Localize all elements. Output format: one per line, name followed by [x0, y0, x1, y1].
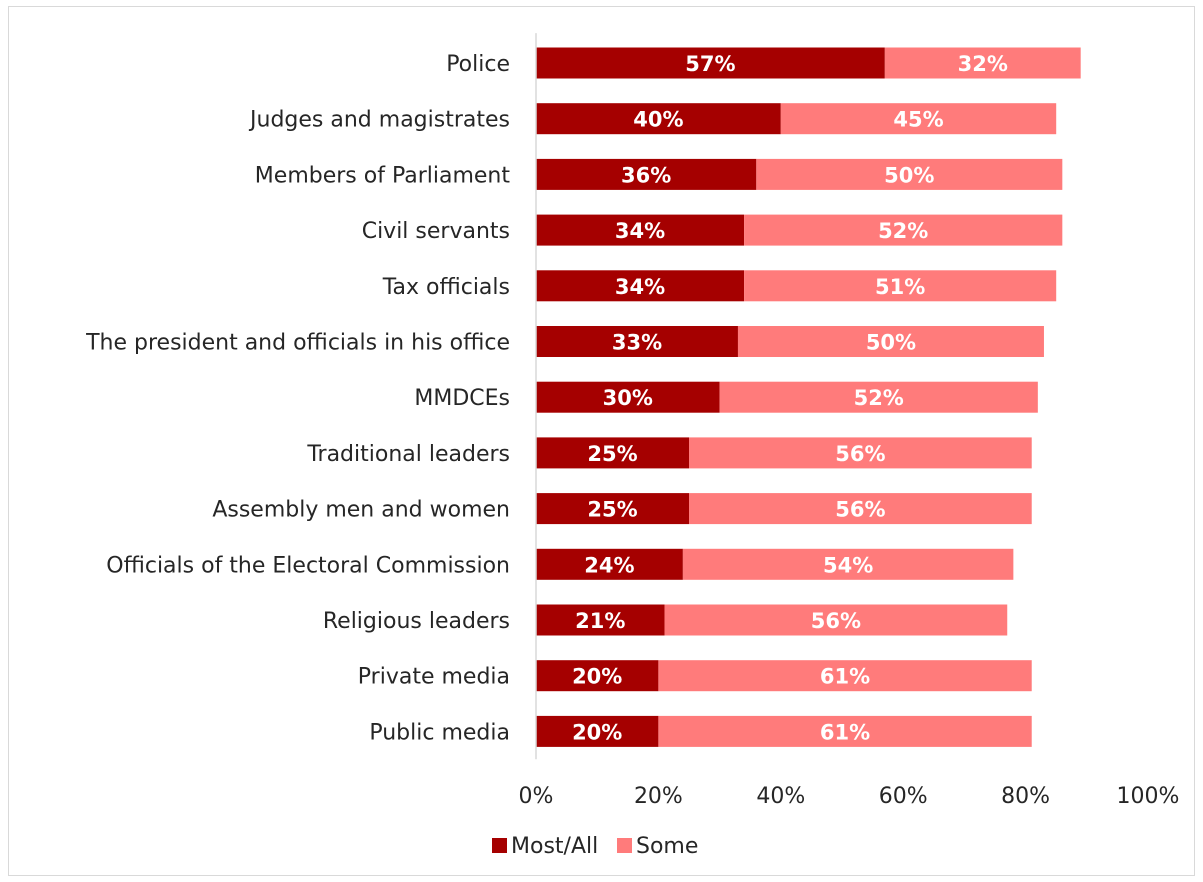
- bar-some: [682, 548, 1014, 580]
- bar-most-all: [536, 660, 659, 692]
- bar-some: [737, 326, 1044, 357]
- data-label: 34%: [615, 219, 665, 243]
- legend-swatch-most-all: [492, 838, 507, 853]
- data-label: 40%: [633, 108, 683, 132]
- x-tick-label: 60%: [879, 784, 928, 809]
- data-label: 56%: [811, 609, 861, 633]
- data-label: 32%: [958, 52, 1008, 76]
- bar-most-all: [536, 381, 720, 413]
- stacked-bar-chart: 57% 32% 40% 45% 36% 50% 34% 52% 34% 51% 33% 50% 30% 5…: [85, 33, 1180, 859]
- data-label: 52%: [854, 386, 904, 410]
- bar-most-all: [536, 437, 689, 469]
- bar-most-all: [536, 270, 745, 302]
- data-label: 61%: [820, 665, 870, 689]
- data-label: 25%: [587, 442, 637, 466]
- bar-most-all: [536, 493, 689, 525]
- data-label: 25%: [587, 498, 637, 522]
- category-label: The president and officials in his offic…: [85, 331, 510, 356]
- bar-most-all: [536, 214, 745, 246]
- category-label: Police: [446, 52, 510, 77]
- legend-label: Most/All: [511, 834, 598, 859]
- data-label: 51%: [875, 275, 925, 299]
- bars-layer: 57% 32% 40% 45% 36% 50% 34% 52% 34% 51% 33% 50% 30% 5…: [536, 47, 1081, 747]
- category-label: Members of Parliament: [255, 163, 511, 188]
- bar-most-all: [536, 604, 665, 636]
- x-tick-label: 100%: [1117, 784, 1180, 809]
- category-labels: Police Judges and magistrates Members of P…: [85, 52, 510, 745]
- category-label: Tax officials: [382, 275, 510, 300]
- bar-some: [689, 493, 1032, 525]
- bar-most-all: [536, 548, 683, 580]
- bar-most-all: [536, 326, 738, 357]
- bar-some: [780, 103, 1057, 135]
- data-label: 21%: [575, 609, 625, 633]
- category-label: Officials of the Electoral Commission: [106, 553, 510, 578]
- data-label: 56%: [835, 442, 885, 466]
- bar-some: [689, 437, 1032, 469]
- legend: Most/All Some: [492, 834, 698, 859]
- category-label: Private media: [358, 665, 510, 690]
- bar-most-all: [536, 158, 757, 190]
- data-label: 50%: [866, 331, 916, 355]
- data-label: 45%: [893, 108, 943, 132]
- data-label: 30%: [603, 386, 653, 410]
- category-label: Public media: [369, 720, 510, 745]
- bar-some: [744, 270, 1057, 302]
- data-label: 50%: [884, 163, 934, 187]
- data-label: 24%: [584, 553, 634, 577]
- legend-label: Some: [636, 834, 698, 859]
- category-label: Traditional leaders: [306, 442, 510, 467]
- data-label: 20%: [572, 720, 622, 744]
- bar-some: [658, 715, 1032, 747]
- x-tick-label: 80%: [1001, 784, 1050, 809]
- category-label: Judges and magistrates: [248, 108, 510, 133]
- bar-some: [719, 381, 1038, 413]
- x-tick-label: 20%: [634, 784, 683, 809]
- category-label: Assembly men and women: [212, 498, 510, 523]
- data-label: 54%: [823, 553, 873, 577]
- data-label: 36%: [621, 163, 671, 187]
- bar-most-all: [536, 103, 781, 135]
- data-label: 34%: [615, 275, 665, 299]
- legend-swatch-some: [617, 838, 632, 853]
- data-label: 61%: [820, 720, 870, 744]
- category-label: Religious leaders: [323, 609, 510, 634]
- bar-most-all: [536, 47, 885, 79]
- data-label: 20%: [572, 665, 622, 689]
- bar-some: [658, 660, 1032, 692]
- category-label: Civil servants: [362, 219, 510, 244]
- bar-most-all: [536, 715, 659, 747]
- x-tick-label: 0%: [519, 784, 554, 809]
- data-label: 57%: [685, 52, 735, 76]
- data-label: 56%: [835, 498, 885, 522]
- data-label: 52%: [878, 219, 928, 243]
- category-label: MMDCEs: [414, 386, 510, 411]
- bar-some: [756, 158, 1063, 190]
- x-tick-label: 40%: [756, 784, 805, 809]
- bar-some: [884, 47, 1081, 79]
- data-label: 33%: [612, 331, 662, 355]
- bar-some: [744, 214, 1063, 246]
- bar-some: [664, 604, 1008, 636]
- chart-frame: 57% 32% 40% 45% 36% 50% 34% 52% 34% 51% 33% 50% 30% 5…: [8, 6, 1195, 876]
- x-tick-labels: 0% 20% 40% 60% 80% 100%: [519, 784, 1180, 809]
